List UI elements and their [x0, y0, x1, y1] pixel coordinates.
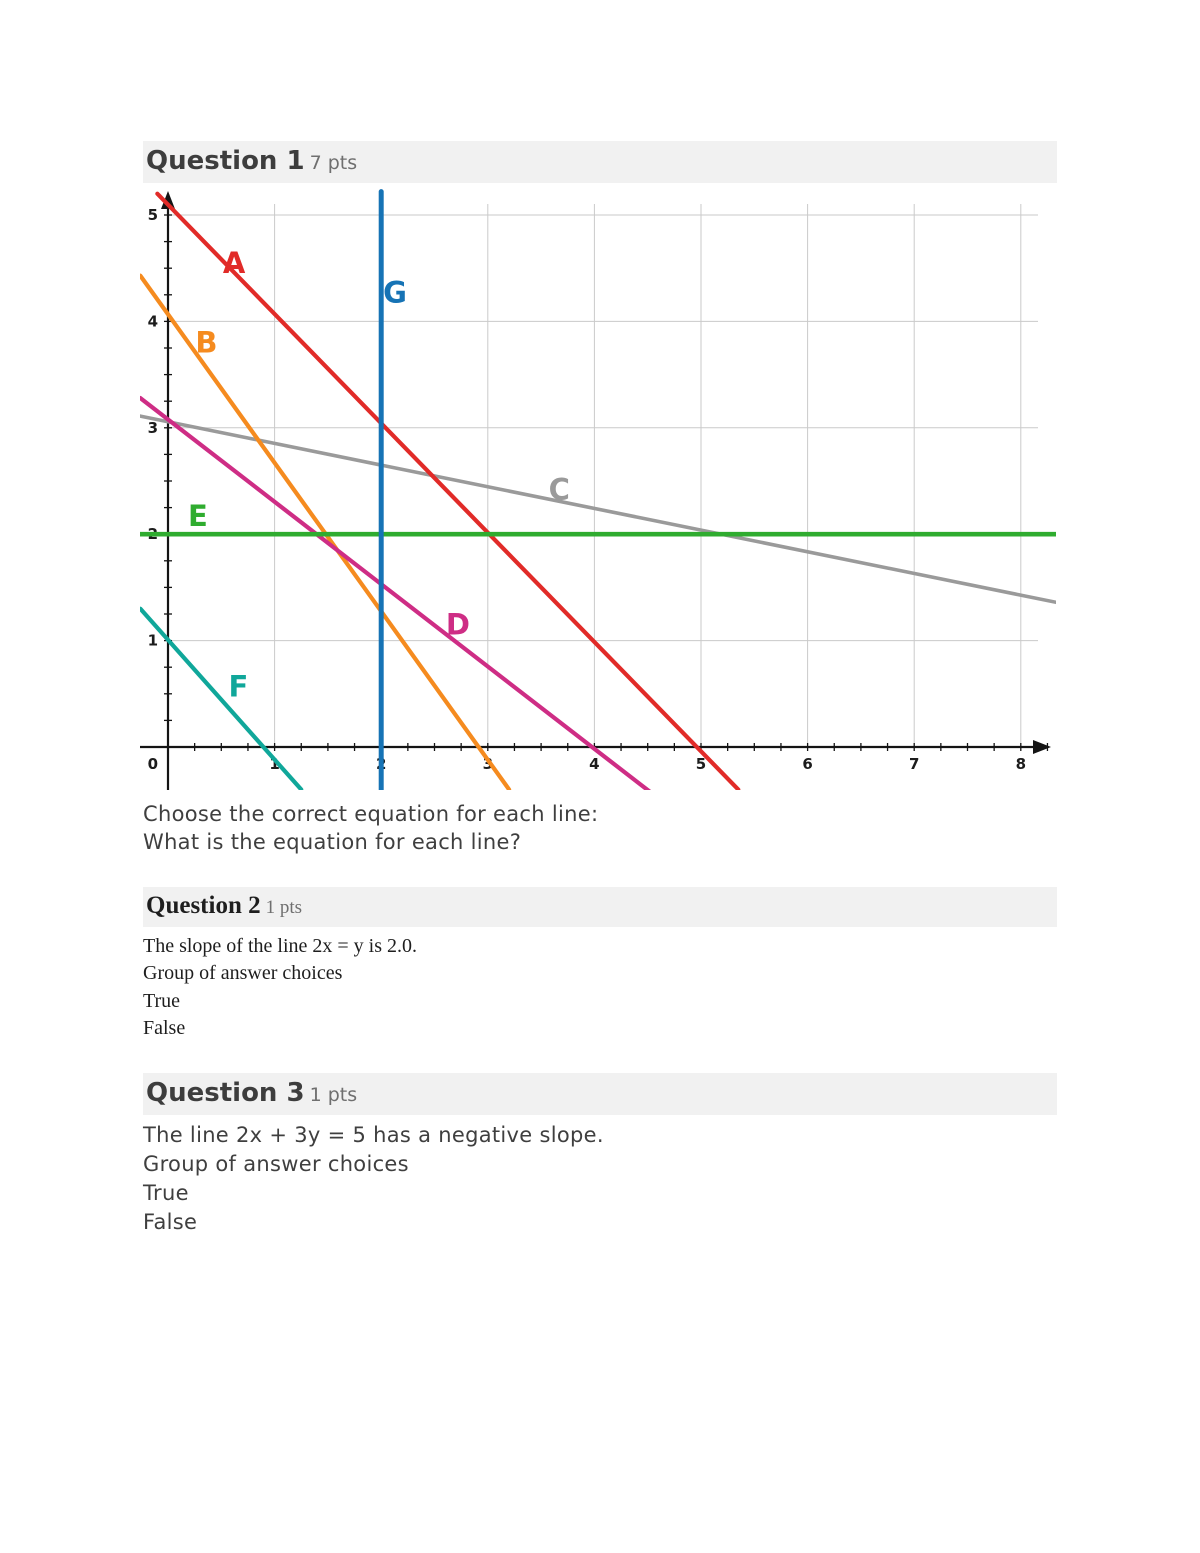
question-3-choice-false[interactable]: False [143, 1209, 198, 1234]
question-3-title: Question 3 [146, 1078, 305, 1109]
x-tick-label-3: 3 [483, 755, 493, 773]
line-A [155, 191, 741, 790]
question-3-statement: The line 2x + 3y = 5 has a negative slop… [143, 1123, 604, 1148]
line-label-B: B [195, 326, 217, 360]
line-label-D: D [446, 608, 470, 642]
line-label-F: F [228, 669, 248, 703]
question-2-points: 1 pts [265, 896, 303, 918]
y-tick-label-4: 4 [148, 312, 158, 330]
question-1-title: Question 1 [146, 146, 305, 176]
origin-label: 0 [148, 755, 158, 773]
question-1-header: Question 1 7 pts [143, 141, 1057, 183]
question-2-group-label: Group of answer choices [143, 962, 343, 985]
question-1-prompt-line2: What is the equation for each line? [143, 830, 522, 855]
question-2-header: Question 2 1 pts [143, 886, 1057, 927]
line-F [140, 606, 304, 790]
y-tick-label-5: 5 [148, 206, 158, 224]
x-tick-label-4: 4 [589, 755, 599, 773]
question-2-section: Question 2 1 pts The slope of the line 2… [143, 886, 1057, 1043]
x-tick-label-7: 7 [909, 755, 919, 773]
question-3-choice-true[interactable]: True [143, 1181, 189, 1205]
x-tick-label-5: 5 [696, 755, 706, 773]
question-1-prompt-line1: Choose the correct equation for each lin… [143, 802, 599, 826]
question-3-header: Question 3 1 pts [143, 1073, 1057, 1116]
question-1-points: 7 pts [309, 152, 358, 174]
x-axis-arrow-icon [1033, 740, 1051, 754]
line-D [140, 395, 652, 790]
quiz-page: Question 1 7 pts 12345678123450CABDFEG C… [140, 141, 1057, 1237]
line-label-G: G [383, 276, 407, 310]
line-C [140, 414, 1056, 605]
y-tick-label-1: 1 [148, 632, 158, 650]
line-label-A: A [223, 246, 246, 280]
question-3-points: 1 pts [309, 1084, 358, 1107]
question-3-section: Question 3 1 pts The line 2x + 3y = 5 ha… [143, 1073, 1057, 1237]
y-tick-label-3: 3 [148, 419, 158, 437]
x-tick-label-1: 1 [269, 755, 279, 773]
question-3-group-label: Group of answer choices [143, 1152, 409, 1177]
line-label-E: E [188, 499, 208, 533]
line-graph: 12345678123450CABDFEG [140, 189, 1056, 790]
question-2-statement: The slope of the line 2x = y is 2.0. [143, 934, 418, 957]
x-tick-label-6: 6 [802, 755, 812, 773]
y-axis-arrow-icon [161, 191, 175, 209]
line-graph-figure: 12345678123450CABDFEG [140, 189, 1057, 790]
question-2-title: Question 2 [146, 891, 261, 919]
question-1-section: Question 1 7 pts 12345678123450CABDFEG C… [140, 141, 1057, 857]
question-2-choice-true[interactable]: True [143, 989, 181, 1012]
line-label-C: C [549, 473, 570, 507]
x-tick-label-8: 8 [1016, 755, 1026, 773]
question-2-choice-false[interactable]: False [143, 1017, 186, 1040]
